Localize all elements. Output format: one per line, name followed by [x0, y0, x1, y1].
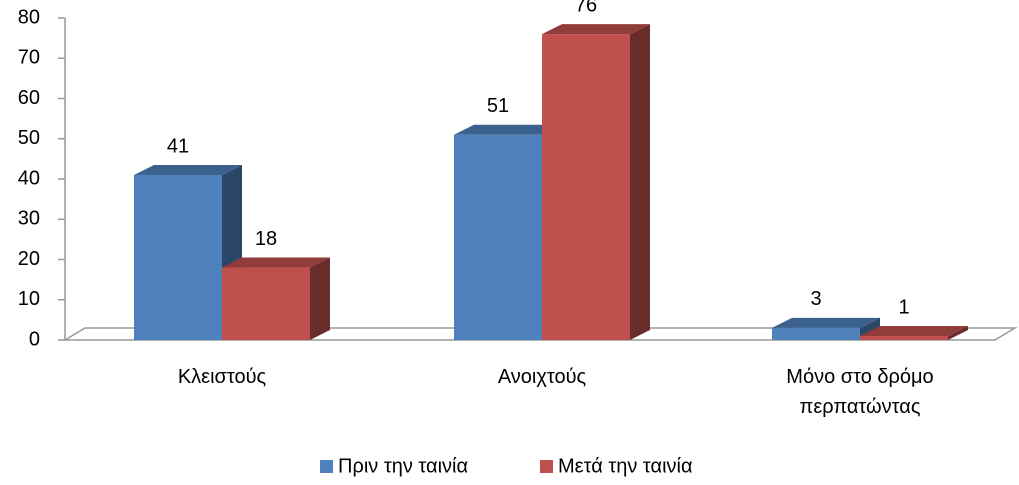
y-tick-label: 60: [18, 87, 40, 109]
x-tick-label: Ανοιχτούς: [497, 366, 587, 388]
bar-top: [542, 24, 650, 35]
bar-side: [310, 257, 330, 340]
bar-top: [860, 325, 968, 336]
data-label: 76: [575, 0, 597, 16]
y-tick-label: 0: [29, 328, 40, 350]
y-tick-label: 40: [18, 167, 40, 189]
bar-top: [222, 257, 330, 268]
bar: [542, 34, 630, 340]
legend-swatch: [320, 460, 333, 473]
data-label: 41: [167, 135, 189, 157]
legend-label: Πριν την ταινία: [338, 455, 468, 477]
bar-top: [454, 124, 562, 135]
data-label: 51: [487, 95, 509, 117]
bar-side: [948, 325, 968, 340]
y-tick-label: 80: [18, 6, 40, 28]
x-tick-label: Μόνο στο δρόμο περπατώντας: [786, 366, 934, 418]
legend-label: Μετά την ταινία: [558, 455, 693, 477]
bar: [860, 335, 948, 340]
y-tick-label: 30: [18, 208, 40, 230]
y-tick-label: 10: [18, 288, 40, 310]
y-tick-label: 20: [18, 248, 40, 270]
bar-side: [630, 24, 650, 340]
y-tick-label: 70: [18, 47, 40, 69]
bar: [222, 267, 310, 340]
bar-top: [772, 317, 880, 328]
data-label: 1: [898, 296, 909, 318]
x-tick-label: Κλειστούς: [177, 366, 267, 388]
data-label: 3: [810, 288, 821, 310]
bar: [772, 327, 860, 340]
bar: [454, 134, 542, 340]
bar: [134, 174, 222, 340]
bar-top: [134, 164, 242, 175]
y-tick-label: 50: [18, 127, 40, 149]
legend-swatch: [540, 460, 553, 473]
data-label: 18: [255, 228, 277, 250]
